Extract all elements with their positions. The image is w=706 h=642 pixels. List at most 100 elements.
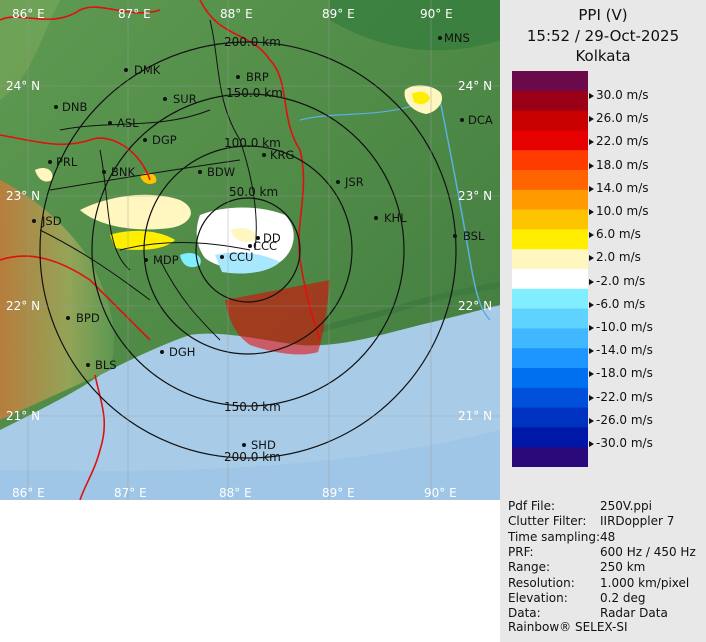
svg-text:22° N: 22° N (458, 299, 492, 313)
legend-tick-12 (589, 371, 594, 378)
svg-text:23° N: 23° N (458, 189, 492, 203)
ring-label-50-top: 50.0 km (229, 185, 278, 199)
city-label-brp: BRP (246, 70, 269, 84)
city-dot-jsd (32, 219, 36, 223)
svg-text:90° E: 90° E (424, 486, 457, 500)
legend-tick-15 (589, 441, 594, 447)
station-name: Kolkata (575, 47, 631, 65)
city-label-bpd: BPD (76, 311, 100, 325)
city-dot-asl (108, 121, 112, 125)
city-label-mns: MNS (444, 31, 470, 45)
legend-tick-3 (589, 162, 594, 169)
city-label-bnk: BNK (111, 165, 135, 179)
meta-key-2: Time sampling: (508, 529, 601, 544)
district-boundaries (39, 19, 257, 341)
city-label-sur: SUR (173, 92, 197, 106)
city-label-shd: SHD (251, 438, 276, 452)
legend-tick-14 (589, 417, 594, 424)
legend-label-10: -10.0 m/s (596, 320, 653, 334)
ring-labels: 200.0 km 150.0 km 100.0 km 50.0 km 150.0… (224, 35, 283, 464)
city-label-bls: BLS (95, 358, 117, 372)
legend-swatch-8 (512, 229, 588, 250)
legend-swatch-1 (512, 90, 588, 112)
legend-label-7: 2.0 m/s (596, 250, 641, 265)
legend-label-15: -30.0 m/s (596, 436, 653, 450)
meta-key-3: PRF: (508, 544, 534, 559)
city-label-dd: DD (263, 231, 281, 245)
legend-label-1: 26.0 m/s (596, 111, 649, 126)
svg-text:86° E: 86° E (12, 7, 45, 21)
city-label-bdw: BDW (207, 165, 235, 179)
legend-label-5: 10.0 m/s (596, 204, 649, 218)
ring-label-100-top: 100.0 km (224, 136, 281, 150)
city-dot-khl (374, 216, 378, 220)
svg-text:21° N: 21° N (6, 409, 40, 423)
svg-text:86° E: 86° E (12, 486, 45, 500)
footer-brand: Rainbow® SELEX-SI (508, 620, 628, 634)
city-label-mdp: MDP (153, 253, 179, 267)
city-dot-brp (236, 75, 240, 79)
legend-tick-7 (589, 255, 594, 262)
legend-label-8: -2.0 m/s (596, 273, 646, 288)
city-dot-mns (438, 36, 442, 40)
meta-value-0: 250V.ppi (600, 499, 652, 513)
legend-swatch-3 (512, 130, 588, 151)
legend-tick-5 (589, 209, 594, 215)
legend-swatch-4 (512, 150, 588, 171)
city-label-dmk: DMK (134, 63, 161, 77)
legend-tick-11 (589, 348, 594, 355)
velocity-echoes (35, 85, 443, 355)
legend-swatch-14 (512, 348, 588, 369)
legend-tick-13 (589, 394, 594, 401)
city-dot-dca (460, 118, 464, 122)
radar-map[interactable]: 200.0 km 150.0 km 100.0 km 50.0 km 150.0… (0, 0, 500, 500)
legend-swatch-12 (512, 308, 588, 329)
legend-swatch-19 (512, 447, 588, 467)
meta-value-3: 600 Hz / 450 Hz (600, 544, 696, 559)
city-dot-dmk (124, 68, 128, 72)
svg-text:89° E: 89° E (322, 7, 355, 21)
meta-key-1: Clutter Filter: (508, 514, 587, 529)
svg-text:87° E: 87° E (114, 486, 147, 500)
city-dot-dgp (143, 138, 147, 142)
svg-text:24° N: 24° N (458, 79, 492, 93)
meta-value-5: 1.000 km/pixel (600, 575, 690, 590)
city-label-ccc: CCC (253, 239, 277, 253)
city-label-khl: KHL (384, 211, 407, 225)
legend-tick-10 (589, 325, 594, 331)
meta-value-4: 250 km (600, 560, 646, 575)
graticule (0, 0, 500, 500)
meta-value-7: Radar Data (600, 606, 668, 621)
city-dot-shd (242, 443, 246, 447)
city-label-prl: PRL (56, 155, 78, 169)
legend-swatch-10 (512, 269, 588, 290)
city-label-asl: ASL (117, 116, 139, 130)
legend-swatch-11 (512, 288, 588, 310)
city-label-dnb: DNB (62, 100, 87, 114)
meta-key-6: Elevation: (508, 590, 568, 605)
legend-swatch-7 (512, 209, 588, 230)
city-dot-bsl (453, 234, 457, 238)
legend-swatch-15 (512, 368, 588, 389)
legend-swatch-9 (512, 249, 588, 270)
city-dot-jsr (336, 180, 340, 184)
svg-text:87° E: 87° E (118, 7, 151, 21)
legend-label-6: 6.0 m/s (596, 227, 641, 242)
city-label-ccu: CCU (229, 250, 253, 264)
legend-swatch-16 (512, 387, 588, 409)
meta-key-0: Pdf File: (508, 499, 556, 513)
legend-tick-2 (589, 139, 594, 146)
legend-swatch-5 (512, 170, 588, 191)
city-label-dgh: DGH (169, 345, 195, 359)
legend-label-13: -22.0 m/s (596, 389, 653, 404)
product-title: PPI (V) (578, 6, 628, 24)
city-label-dca: DCA (468, 113, 493, 127)
legend-tick-4 (589, 185, 594, 192)
city-dot-bdw (198, 170, 202, 174)
meta-key-7: Data: (508, 606, 541, 621)
legend-label-3: 18.0 m/s (596, 157, 649, 172)
legend-tick-0 (589, 93, 594, 99)
datetime: 15:52 / 29-Oct-2025 (526, 27, 680, 45)
svg-text:88° E: 88° E (220, 7, 253, 21)
city-markers: MNS BRP DMK SUR DNB ASL DCA DGP KRG PRL BNK BDW JSR K… (32, 31, 493, 452)
